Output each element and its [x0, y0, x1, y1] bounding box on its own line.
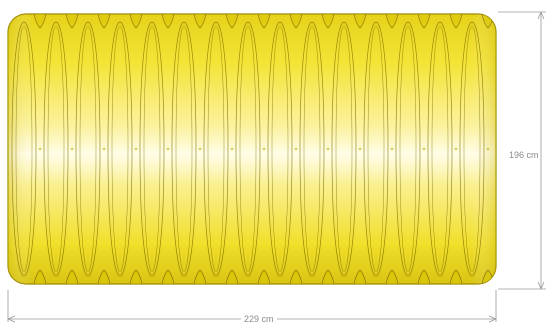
rib-loop: [367, 25, 385, 273]
rib-center-mark: [166, 147, 170, 151]
rib-notch-bottom: [417, 269, 431, 284]
rib-loop: [207, 25, 225, 273]
rib-loop: [79, 25, 97, 273]
rib-loop: [15, 25, 33, 273]
rib-loop: [395, 21, 421, 277]
height-dimension-line: [498, 10, 546, 291]
rib-notch-top: [353, 14, 367, 29]
rib-center-mark: [70, 147, 74, 151]
rib-notch-bottom: [449, 269, 463, 284]
rib-loop: [107, 21, 133, 277]
rib-loop: [399, 25, 417, 273]
rib-center-mark: [486, 147, 490, 151]
rib-loop: [143, 25, 161, 273]
rib-notch-top: [289, 14, 303, 29]
rib-loop: [11, 21, 37, 277]
rib-center-mark: [294, 147, 298, 151]
rib-loop: [75, 21, 101, 277]
rib-center-mark: [390, 147, 394, 151]
rib-center-mark: [358, 147, 362, 151]
rib-loop: [303, 25, 321, 273]
rib-loop: [111, 25, 129, 273]
rib-loop: [175, 25, 193, 273]
rib-loop: [271, 25, 289, 273]
rib-center-mark: [102, 147, 106, 151]
rib-notch-bottom: [289, 269, 303, 284]
rib-loop: [267, 21, 293, 277]
rib-center-mark: [198, 147, 202, 151]
rib-loop: [463, 25, 481, 273]
rib-loop: [43, 21, 69, 277]
rib-notch-bottom: [225, 269, 239, 284]
rib-center-mark: [262, 147, 266, 151]
rib-notch-bottom: [257, 269, 271, 284]
rib-loop: [363, 21, 389, 277]
rib-notch-bottom: [161, 269, 175, 284]
rib-loop: [427, 21, 453, 277]
rib-center-mark: [326, 147, 330, 151]
rib-notch-bottom: [129, 269, 143, 284]
rib-center-mark: [38, 147, 42, 151]
rib-notch-top: [193, 14, 207, 29]
rib-notch-top: [161, 14, 175, 29]
tank-ribs: [11, 14, 495, 284]
rib-notch-top: [129, 14, 143, 29]
rib-notch-top: [417, 14, 431, 29]
rib-center-mark: [230, 147, 234, 151]
height-dimension-label: 196 cm: [508, 150, 540, 161]
rib-notch-bottom: [321, 269, 335, 284]
rib-center-mark: [454, 147, 458, 151]
rib-center-mark: [134, 147, 138, 151]
tank-side-shade: [8, 14, 496, 284]
rib-loop: [431, 25, 449, 273]
rib-notch-bottom: [65, 269, 79, 284]
rib-notch-top: [33, 14, 47, 29]
rib-center-mark: [422, 147, 426, 151]
rib-notch-bottom: [385, 269, 399, 284]
rib-notch-top: [257, 14, 271, 29]
rib-loop: [299, 21, 325, 277]
rib-loop: [239, 25, 257, 273]
rib-loop: [171, 21, 197, 277]
rib-notch-bottom: [193, 269, 207, 284]
rib-loop: [335, 25, 353, 273]
rib-notch-bottom: [353, 269, 367, 284]
rib-notch-top: [321, 14, 335, 29]
rib-loop: [235, 21, 261, 277]
rib-notch-bottom: [33, 269, 47, 284]
rib-notch-top: [225, 14, 239, 29]
rib-loop: [203, 21, 229, 277]
rib-notch-top: [65, 14, 79, 29]
rib-notch-bottom: [97, 269, 111, 284]
rib-notch-top: [97, 14, 111, 29]
rib-notch-top: [449, 14, 463, 29]
rib-loop: [459, 21, 485, 277]
rib-notch-top: [385, 14, 399, 29]
width-dimension-label: 229 cm: [241, 314, 277, 324]
rib-loop: [47, 25, 65, 273]
rib-loop: [139, 21, 165, 277]
rib-loop: [331, 21, 357, 277]
